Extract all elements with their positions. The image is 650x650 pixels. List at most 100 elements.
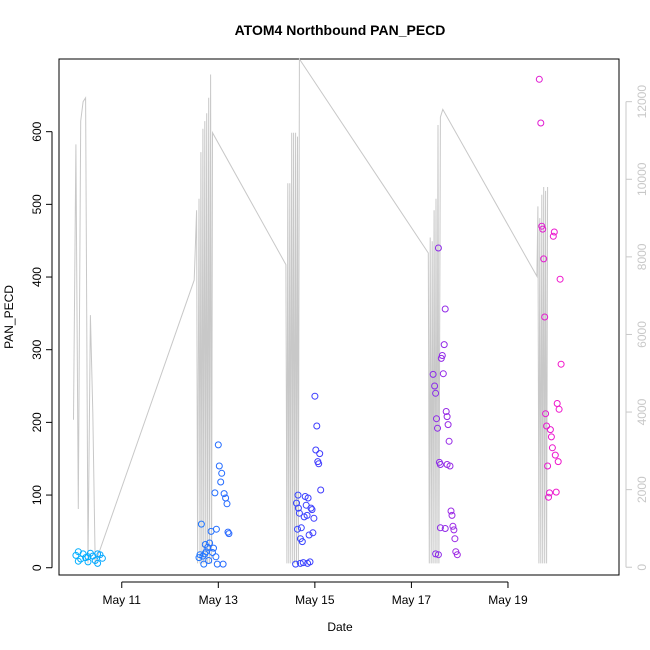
y2-tick-label: 8000 — [635, 243, 649, 270]
data-point — [443, 413, 451, 421]
data-point — [546, 426, 554, 434]
data-point — [443, 461, 451, 468]
data-point — [432, 389, 440, 397]
data-point — [205, 557, 213, 564]
data-point — [544, 462, 552, 470]
y-tick-label: 200 — [30, 412, 44, 432]
data-point — [429, 370, 437, 378]
data-point — [554, 458, 562, 466]
data-point — [438, 352, 446, 359]
data-point — [437, 354, 445, 362]
data-point — [309, 529, 317, 537]
data-point — [317, 486, 325, 494]
y2-tick-label: 4000 — [635, 398, 649, 425]
data-point — [98, 554, 106, 562]
data-point — [442, 408, 450, 415]
data-point — [197, 520, 205, 528]
data-point — [537, 119, 545, 127]
data-point — [451, 535, 459, 543]
data-point — [298, 538, 306, 546]
data-point — [210, 544, 217, 552]
data-point — [224, 528, 232, 536]
data-point — [217, 478, 225, 486]
data-point — [220, 490, 228, 498]
data-point — [535, 75, 543, 83]
data-point — [297, 524, 305, 532]
data-point — [541, 313, 549, 321]
data-point — [546, 489, 553, 497]
data-point — [201, 550, 209, 558]
data-point — [444, 421, 452, 429]
data-point — [195, 554, 203, 562]
data-point — [223, 500, 231, 508]
data-point — [74, 557, 82, 565]
data-point — [310, 514, 318, 522]
data-point — [84, 558, 92, 566]
data-point — [313, 422, 321, 430]
y-axis-label: PAN_PECD — [2, 285, 16, 349]
data-point — [431, 382, 439, 390]
y2-tick-label: 6000 — [635, 321, 649, 348]
y-tick-label: 300 — [30, 339, 44, 359]
data-point — [305, 531, 313, 539]
data-point — [553, 400, 561, 407]
x-tick-label: May 19 — [488, 593, 528, 607]
series-points-layer — [72, 75, 565, 568]
x-tick-label: May 17 — [392, 593, 432, 607]
data-point — [547, 433, 555, 441]
x-tick-label: May 13 — [199, 593, 239, 607]
data-point — [214, 441, 222, 449]
data-point — [436, 524, 444, 532]
data-point — [292, 560, 300, 568]
data-point — [551, 451, 559, 459]
series-line — [73, 57, 549, 564]
data-point — [308, 506, 316, 514]
data-point — [439, 370, 447, 378]
data-point — [209, 549, 216, 556]
data-point — [294, 504, 302, 512]
data-point — [94, 559, 102, 567]
data-point — [555, 405, 563, 413]
data-point — [206, 539, 214, 547]
data-point — [303, 511, 311, 519]
y-tick-label: 600 — [30, 121, 44, 141]
data-point — [213, 560, 221, 568]
data-point — [296, 559, 304, 567]
data-point — [219, 560, 227, 568]
plot-frame — [58, 58, 620, 576]
y2-tick-label: 2000 — [635, 476, 649, 503]
x-axis-label: Date — [327, 620, 353, 634]
data-point — [311, 392, 319, 400]
data-point — [294, 525, 301, 533]
data-point — [72, 551, 80, 559]
data-point — [543, 422, 551, 430]
data-point — [436, 461, 444, 468]
y-tick-label: 100 — [30, 485, 44, 505]
data-point — [294, 491, 302, 499]
x-tick-label: May 11 — [103, 593, 142, 607]
data-point — [550, 228, 558, 236]
data-point — [539, 225, 547, 233]
data-point — [445, 437, 453, 445]
y2-tick-label: 0 — [635, 564, 649, 571]
data-point — [557, 360, 565, 368]
data-point — [304, 494, 312, 502]
data-point — [316, 450, 324, 458]
x-tick-label: May 15 — [295, 593, 335, 607]
y-tick-label: 400 — [30, 267, 44, 287]
data-point — [434, 244, 442, 252]
y-tick-label: 0 — [30, 564, 44, 571]
series-line-layer — [73, 57, 549, 564]
data-point — [453, 551, 461, 559]
data-point — [440, 341, 448, 349]
chart-title: ATOM4 Northbound PAN_PECD — [235, 22, 446, 38]
data-point — [315, 460, 323, 468]
axes-layer: 0 100 200 300 400 500 600 May 11 May 13 May 15 May… — [30, 85, 649, 607]
data-point — [552, 488, 560, 496]
data-point — [215, 462, 223, 470]
data-point — [441, 305, 449, 313]
data-point — [304, 559, 312, 567]
data-point — [94, 550, 102, 558]
